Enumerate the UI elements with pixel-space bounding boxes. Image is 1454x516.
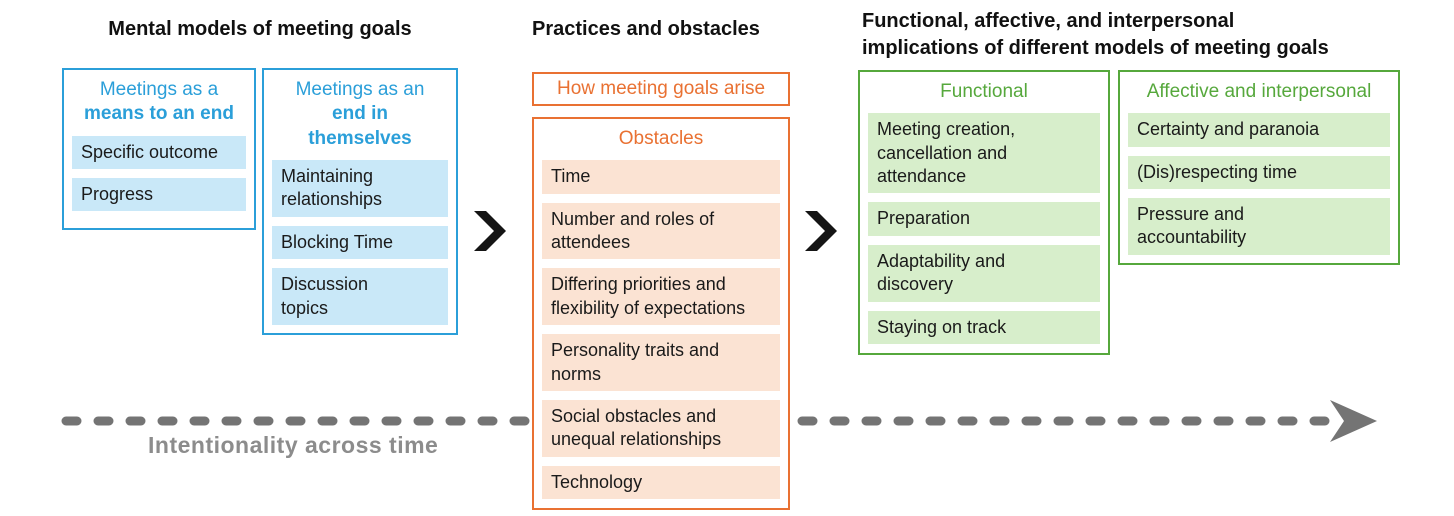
section-title-implications-line1: Functional, affective, and interpersonal	[862, 10, 1235, 32]
list-item: Staying on track	[868, 310, 1100, 345]
list-item: Certainty and paranoia	[1128, 113, 1390, 147]
list-item: Technology	[542, 465, 780, 500]
list-item: Preparation	[868, 202, 1100, 236]
list-item: Maintaining relationships	[272, 159, 448, 217]
section-title-mental-models: Mental models of meeting goals	[108, 18, 412, 40]
means-to-an-end-box: Meetings as a means to an end Specific o…	[62, 68, 256, 230]
list-item: Discussion topics	[272, 268, 448, 325]
end-in-themselves-box: Meetings as an end in themselves Maintai…	[262, 68, 458, 335]
chevron-right-icon	[805, 211, 837, 251]
end-in-themselves-header: Meetings as an end in themselves	[295, 79, 425, 149]
list-item: Personality traits and norms	[542, 334, 780, 392]
timeline-arrowhead-icon	[1330, 400, 1377, 442]
list-item: (Dis)respecting time	[1128, 155, 1390, 190]
chevron-right-icon	[474, 211, 506, 251]
list-item: Social obstacles and unequal relationshi…	[542, 400, 780, 457]
list-item: Specific outcome	[72, 135, 246, 170]
list-item: Time	[542, 160, 780, 194]
section-title-implications-line2: implications of different models of meet…	[862, 37, 1329, 59]
list-item: Meeting creation, cancellation and atten…	[868, 113, 1100, 194]
list-item: Pressure and accountability	[1128, 198, 1390, 255]
list-item: Adaptability and discovery	[868, 244, 1100, 302]
list-item: Progress	[72, 178, 246, 212]
affective-box: Affective and interpersonal Certainty an…	[1118, 70, 1400, 265]
list-item: Number and roles of attendees	[542, 202, 780, 260]
affective-header: Affective and interpersonal	[1146, 81, 1372, 102]
section-title-implications: Functional, affective, and interpersonal…	[862, 8, 1329, 62]
means-to-an-end-header: Meetings as a means to an end	[84, 79, 234, 125]
section-title-practices: Practices and obstacles	[532, 18, 760, 40]
list-item: Blocking Time	[272, 225, 448, 260]
how-goals-arise-box: How meeting goals arise	[532, 72, 790, 107]
list-item: Differing priorities and flexibility of …	[542, 268, 780, 326]
functional-box: Functional Meeting creation, cancellatio…	[858, 70, 1110, 355]
timeline-label: Intentionality across time	[148, 432, 439, 458]
obstacles-box: Obstacles Time Number and roles of atten…	[532, 117, 790, 510]
functional-header: Functional	[940, 81, 1028, 102]
obstacles-header: Obstacles	[618, 128, 704, 149]
how-goals-arise-header: How meeting goals arise	[556, 78, 766, 99]
